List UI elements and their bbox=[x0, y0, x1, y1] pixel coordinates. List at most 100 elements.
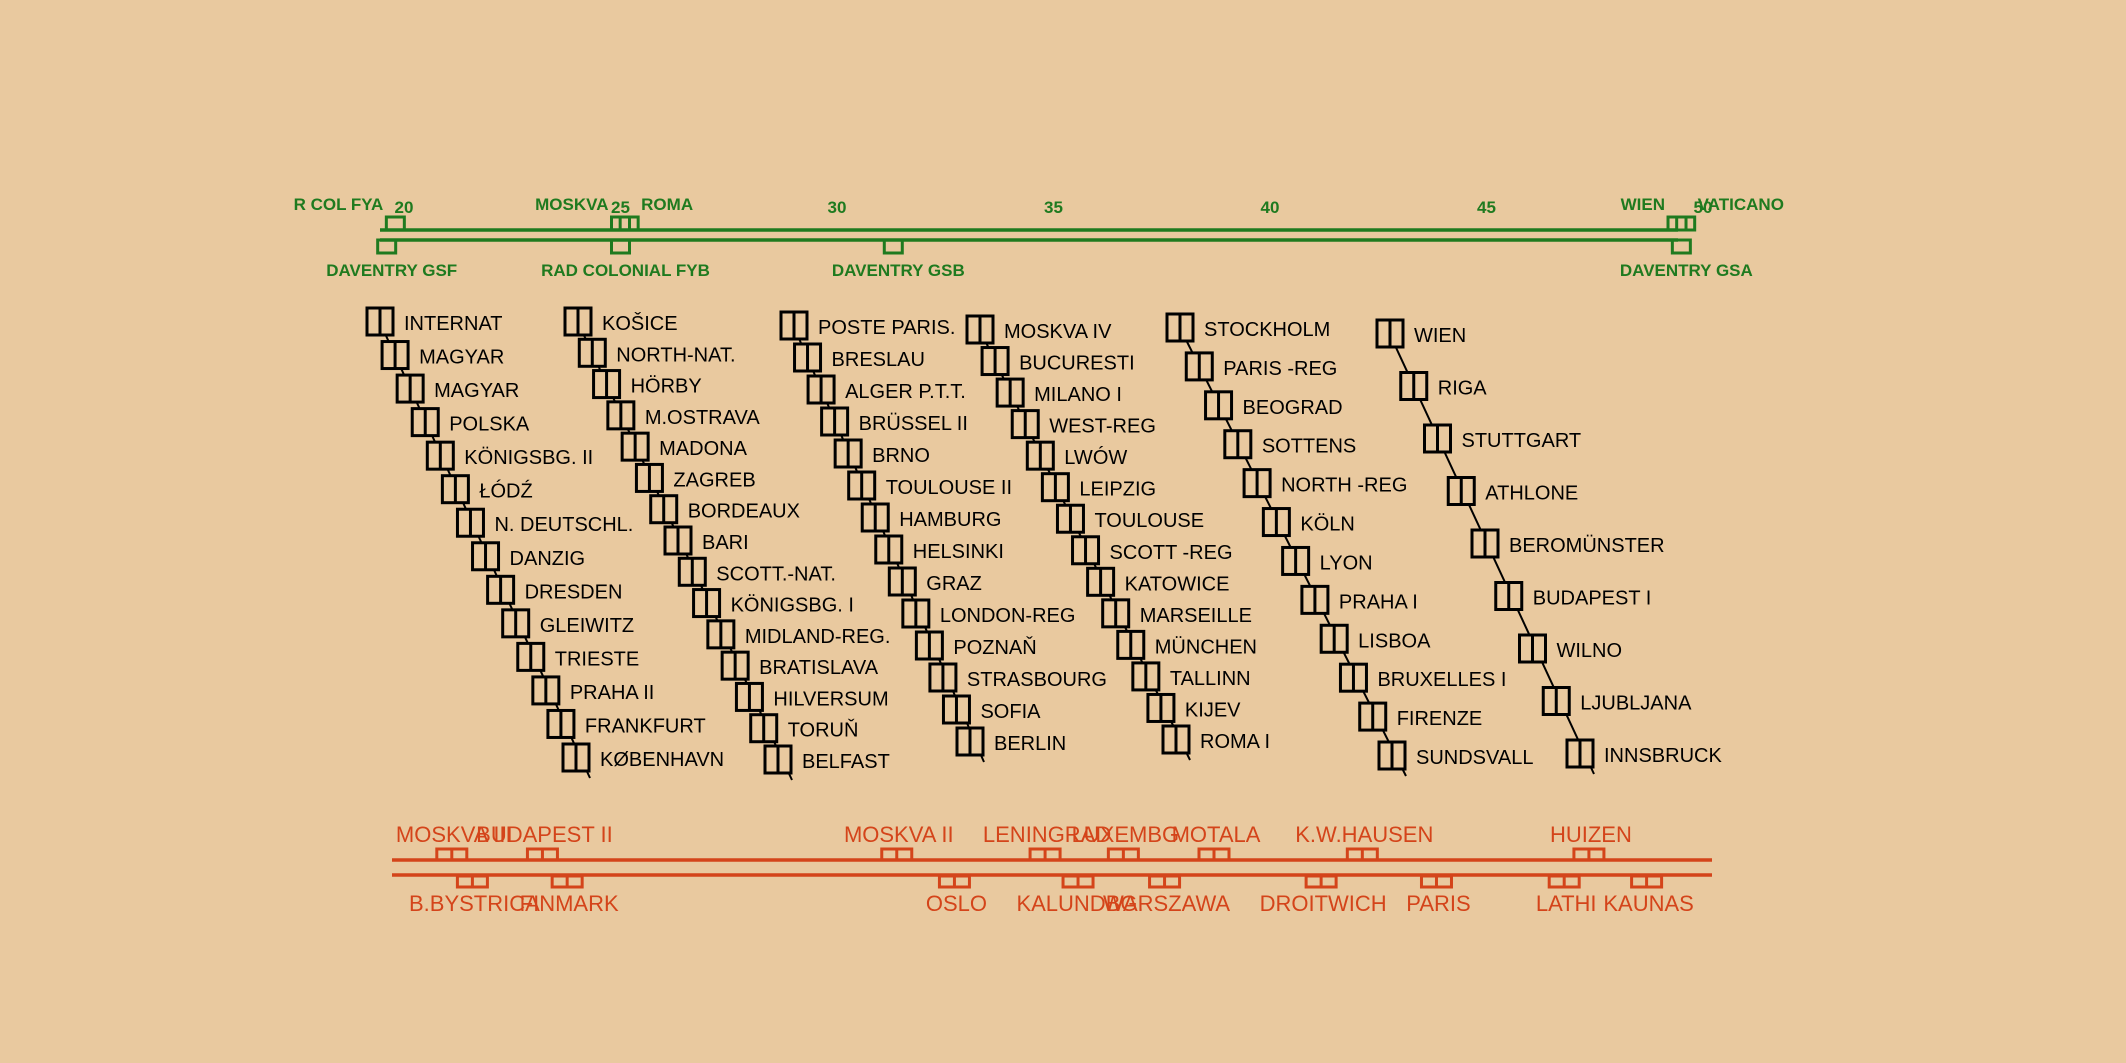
station-label: GLEIWITZ bbox=[540, 615, 634, 637]
medium-wave-top-label: MOTALA bbox=[1172, 822, 1261, 847]
short-wave-bottom-label: DAVENTRY GSF bbox=[326, 261, 457, 280]
short-wave-marker bbox=[376, 238, 398, 255]
short-wave-bottom-label: DAVENTRY GSB bbox=[832, 261, 965, 280]
station-label: DANZIG bbox=[510, 548, 586, 570]
medium-wave-top-label: MOSKVA II bbox=[844, 822, 954, 847]
station-label: LONDON-REG bbox=[940, 605, 1076, 627]
station-label: INTERNAT bbox=[404, 313, 503, 335]
station-label: KÖNIGSBG. II bbox=[464, 447, 593, 469]
station-label: MOSKVA IV bbox=[1004, 321, 1112, 343]
short-wave-scale-number: 35 bbox=[1044, 198, 1063, 217]
station-label: MILANO I bbox=[1034, 384, 1122, 406]
station-label: BUDAPEST I bbox=[1533, 588, 1652, 610]
station-label: GRAZ bbox=[926, 573, 982, 595]
station-label: ZAGREB bbox=[673, 469, 755, 491]
medium-wave-top-label: LUXEMBG bbox=[1072, 822, 1180, 847]
station-label: RIGA bbox=[1438, 378, 1488, 400]
short-wave-scale-number: 45 bbox=[1477, 198, 1496, 217]
short-wave-bottom-label: RAD COLONIAL FYB bbox=[541, 261, 710, 280]
station-label: MAGYAR bbox=[419, 347, 504, 369]
medium-wave-top-label: MOSKVA III bbox=[396, 822, 512, 847]
medium-wave-bottom-label: LATHI bbox=[1536, 891, 1597, 916]
short-wave-marker bbox=[1675, 215, 1697, 232]
medium-wave-top-label: LENINGRAD bbox=[983, 822, 1111, 847]
medium-wave-bottom-label: B.BYSTRICA bbox=[409, 891, 540, 916]
short-wave-marker bbox=[882, 238, 904, 255]
station-label: HELSINKI bbox=[913, 541, 1004, 563]
station-label: BARI bbox=[702, 532, 749, 554]
station-label: MÜNCHEN bbox=[1155, 636, 1257, 658]
station-label: N. DEUTSCHL. bbox=[494, 514, 633, 536]
short-wave-top-label: VATICANO bbox=[1698, 195, 1784, 214]
station-label: BRESLAU bbox=[832, 349, 925, 371]
station-label: BRATISLAVA bbox=[759, 657, 879, 679]
station-label: SOFIA bbox=[980, 701, 1041, 723]
station-label: WIEN bbox=[1414, 325, 1466, 347]
station-label: PRAHA II bbox=[570, 682, 654, 704]
station-label: LJUBLJANA bbox=[1580, 693, 1692, 715]
station-label: MADONA bbox=[659, 438, 747, 460]
station-label: WEST-REG bbox=[1049, 416, 1156, 438]
station-label: TORUŇ bbox=[788, 719, 859, 742]
station-label: NORTH -REG bbox=[1281, 475, 1407, 497]
short-wave-band: 20 25 30 35 40 45 50 R COL FYA MOSKVA ROMA WIEN VAT… bbox=[294, 195, 1784, 280]
station-label: FRANKFURT bbox=[585, 715, 706, 737]
station-label: MARSEILLE bbox=[1140, 605, 1252, 627]
station-label: KØBENHAVN bbox=[600, 749, 724, 771]
medium-wave-bottom-label: KALUNDBG. bbox=[1016, 891, 1143, 916]
station-label: BEROMÜNSTER bbox=[1509, 535, 1665, 557]
station-label: SUNDSVALL bbox=[1416, 747, 1533, 769]
short-wave-marker bbox=[610, 238, 631, 255]
station-label: ROMA I bbox=[1200, 731, 1270, 753]
station-label: BUCURESTI bbox=[1019, 353, 1135, 375]
short-wave-top-label: ROMA bbox=[641, 195, 693, 214]
short-wave-marker bbox=[384, 215, 406, 232]
medium-wave-bottom-label: WARSZAWA bbox=[1103, 891, 1230, 916]
station-label: KOŠICE bbox=[602, 312, 678, 335]
station-label: LEIPZIG bbox=[1079, 479, 1156, 501]
station-label: HILVERSUM bbox=[773, 688, 888, 710]
station-label: PARIS -REG bbox=[1223, 358, 1337, 380]
station-label: TRIESTE bbox=[555, 648, 639, 670]
station-label: TOULOUSE II bbox=[886, 477, 1012, 499]
short-wave-top-label: R COL FYA bbox=[294, 195, 384, 214]
station-label: NORTH-NAT. bbox=[616, 344, 735, 366]
station-label: INNSBRUCK bbox=[1604, 745, 1722, 767]
long-wave-stations: INTERNAT MAGYAR MAGYAR POLSKA KÖNIGSBG. II ŁÓ… bbox=[365, 306, 1722, 781]
station-label: HAMBURG bbox=[899, 509, 1001, 531]
station-label: PRAHA I bbox=[1339, 591, 1418, 613]
station-label: TALLINN bbox=[1170, 668, 1251, 690]
station-label: LWÓW bbox=[1064, 446, 1127, 469]
station-label: MIDLAND-REG. bbox=[745, 626, 891, 648]
medium-wave-bottom-label: KAUNAS bbox=[1603, 891, 1693, 916]
station-label: KIJEV bbox=[1185, 699, 1241, 721]
station-label: BRUXELLES I bbox=[1377, 669, 1506, 691]
station-label: POSTE PARIS. bbox=[818, 317, 955, 339]
station-label: STUTTGART bbox=[1462, 430, 1582, 452]
station-label: BRÜSSEL II bbox=[859, 413, 968, 435]
short-wave-top-label: WIEN bbox=[1621, 195, 1665, 214]
station-label: WILNO bbox=[1557, 640, 1623, 662]
medium-wave-top-label: BUDAPEST II bbox=[476, 822, 613, 847]
station-label: BERLIN bbox=[994, 733, 1066, 755]
medium-wave-bottom-label: DROITWICH bbox=[1260, 891, 1387, 916]
station-label: SCOTT -REG bbox=[1110, 542, 1233, 564]
station-label: BRNO bbox=[872, 445, 930, 467]
station-label: BEOGRAD bbox=[1243, 397, 1343, 419]
station-label: KÖLN bbox=[1300, 514, 1354, 536]
station-label: STRASBOURG bbox=[967, 669, 1107, 691]
station-label: FIRENZE bbox=[1397, 708, 1483, 730]
station-label: M.OSTRAVA bbox=[645, 407, 760, 429]
medium-wave-bottom-label: FINMARK bbox=[520, 891, 619, 916]
station-label: DRESDEN bbox=[525, 581, 623, 603]
station-label: SOTTENS bbox=[1262, 436, 1356, 458]
short-wave-scale-number: 30 bbox=[828, 198, 847, 217]
medium-wave-top-label: K.W.HAUSEN bbox=[1295, 822, 1433, 847]
station-label: LYON bbox=[1320, 552, 1373, 574]
station-label: POZNAŇ bbox=[953, 636, 1036, 659]
short-wave-scale-number: 40 bbox=[1261, 198, 1280, 217]
station-label: ŁÓDŹ bbox=[479, 480, 532, 503]
station-label: KÖNIGSBG. I bbox=[731, 595, 854, 617]
short-wave-marker bbox=[1670, 238, 1692, 255]
